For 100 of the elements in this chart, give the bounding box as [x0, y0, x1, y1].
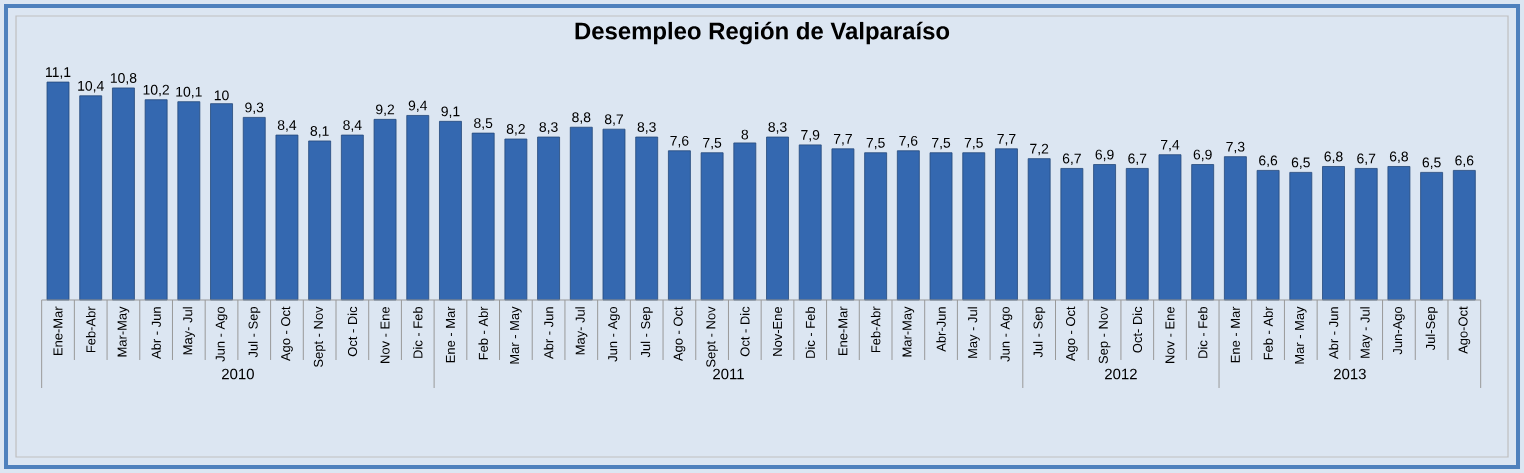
x-tick-label: Mar-May	[902, 306, 915, 357]
x-tick-label: May - Jul	[1360, 307, 1373, 358]
bar	[1158, 154, 1182, 301]
x-tick-label: Ago - Oct	[281, 306, 293, 362]
data-label: 6,7	[1062, 153, 1081, 166]
bar	[177, 101, 201, 301]
x-tick-label: Dic - Feb	[413, 306, 423, 358]
x-tick-label: Ene - Mar	[445, 306, 455, 363]
data-label: 8,3	[768, 122, 787, 134]
bar	[79, 95, 103, 301]
data-label: 7,6	[670, 135, 689, 148]
bar	[995, 148, 1018, 301]
data-label: 8,3	[539, 122, 558, 134]
x-tick-label: Dic - Feb	[805, 306, 815, 358]
x-tick-label: Jul-Sep	[1425, 306, 1438, 351]
bar	[1060, 168, 1084, 301]
bar	[406, 115, 430, 301]
bar	[962, 152, 986, 301]
x-tick-label: Ene-Mar	[53, 306, 63, 355]
bar	[1125, 168, 1149, 301]
x-tick-label: Abr - Jun	[543, 307, 554, 359]
bar	[1289, 171, 1313, 301]
data-label: 9,3	[245, 102, 264, 115]
x-tick-label: Nov - Ene	[1165, 306, 1175, 363]
x-tick-label: Mar - May	[510, 306, 522, 364]
text: 2011	[713, 368, 744, 380]
x-tick-label: Sept - Nov	[706, 306, 718, 367]
data-label: 10,4	[78, 80, 104, 93]
x-tick-label: Feb - Abr	[1263, 306, 1273, 360]
x-tick-label: Feb - Abr	[478, 306, 488, 360]
data-label: 7,5	[866, 137, 885, 150]
data-label: 8,4	[343, 120, 362, 132]
bar	[46, 81, 70, 301]
bar	[1191, 164, 1215, 301]
bar	[864, 152, 888, 301]
data-label: 7,3	[1226, 141, 1245, 154]
data-label: 6,7	[1128, 153, 1147, 166]
x-tick-label: Dic - Feb	[1197, 306, 1208, 358]
x-tick-label: Ene-Mar	[838, 306, 848, 355]
data-label: 7,7	[833, 134, 852, 146]
x-tick-label: Jul - Sep	[640, 306, 653, 358]
x-tick-label: Sep - Nov	[1098, 306, 1111, 364]
x-tick-label: Feb-Abr	[85, 306, 96, 353]
data-label: 10,1	[176, 86, 202, 99]
data-label: 6,8	[1324, 151, 1343, 164]
data-label: 9,1	[441, 106, 460, 118]
bar	[668, 150, 691, 301]
x-tick-label: Feb-Abr	[870, 306, 881, 353]
data-label: 8,2	[506, 124, 525, 136]
bar	[1452, 170, 1476, 301]
bar	[1354, 168, 1378, 301]
data-label: 6,9	[1193, 149, 1212, 162]
data-label: 8	[741, 129, 749, 140]
x-tick-label: Jul - Sep	[248, 306, 261, 358]
bar	[471, 132, 495, 301]
text: 2010	[222, 368, 254, 380]
bar	[1093, 164, 1116, 301]
chart-title: Desempleo Región de Valparaíso	[575, 21, 950, 45]
x-tick-label: Jun - Ago	[1000, 306, 1013, 362]
bar	[831, 148, 855, 301]
data-label: 6,7	[1357, 153, 1376, 166]
data-label: 10,8	[110, 73, 137, 85]
bar	[537, 136, 560, 301]
x-tick-label: Sept - Nov	[313, 306, 326, 367]
data-label: 7,5	[703, 137, 722, 150]
x-tick-label: Ago - Oct	[673, 306, 686, 362]
x-tick-label: Mar - May	[1295, 306, 1307, 364]
bar	[929, 152, 953, 301]
x-tick-label: Ago - Oct	[1066, 306, 1078, 362]
data-label: 8,1	[310, 126, 329, 138]
data-label: 8,3	[637, 122, 656, 134]
x-tick-label: Nov - Ene	[380, 306, 390, 363]
data-label: 6,9	[1095, 149, 1114, 162]
text: 2012	[1105, 368, 1137, 380]
text: 2013	[1333, 368, 1366, 380]
bar	[144, 99, 168, 301]
bar	[1223, 156, 1247, 301]
data-label: 7,4	[1161, 139, 1180, 152]
x-tick-label: Jun - Ago	[215, 306, 228, 362]
x-tick-label: Oct - Dic	[740, 306, 750, 357]
x-tick-label: Ago-Oct	[1458, 306, 1471, 354]
x-tick-label: May- Jul	[182, 307, 195, 355]
bar	[340, 134, 364, 301]
bar	[275, 134, 299, 301]
data-label: 10,2	[143, 84, 169, 97]
data-label: 8,8	[572, 112, 591, 124]
bar	[1322, 166, 1345, 301]
data-label: 6,5	[1291, 157, 1310, 169]
data-label: 7,7	[997, 134, 1016, 146]
data-label: 7,5	[964, 137, 983, 150]
data-label: 10	[214, 90, 229, 101]
bar	[602, 128, 626, 301]
x-tick-label: Jul - Sep	[1033, 306, 1046, 358]
bar	[569, 126, 593, 301]
bar	[798, 144, 822, 301]
data-label: 6,6	[1259, 155, 1278, 168]
data-label: 7,9	[801, 129, 820, 142]
data-label: 6,6	[1455, 155, 1474, 168]
bar	[308, 140, 332, 301]
bar	[896, 150, 920, 301]
